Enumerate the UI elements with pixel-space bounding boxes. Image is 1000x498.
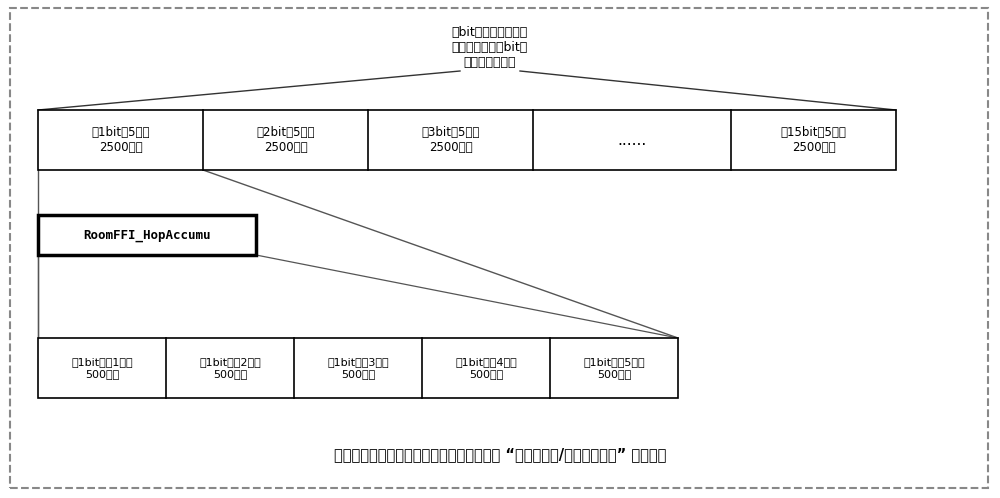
Text: 第1bit，5跳，
2500码片: 第1bit，5跳， 2500码片 bbox=[91, 126, 150, 154]
Text: 各bit内相非干积分结: 各bit内相非干积分结 bbox=[452, 26, 528, 39]
Text: 第15bit，5跳，
2500码片: 第15bit，5跳， 2500码片 bbox=[781, 126, 846, 154]
Text: 也是非相干积分: 也是非相干积分 bbox=[464, 56, 516, 69]
Bar bbox=[38, 110, 896, 170]
Text: 果直接相加，即bit间: 果直接相加，即bit间 bbox=[452, 41, 528, 54]
Text: 第1bit，第4跳，
500码片: 第1bit，第4跳， 500码片 bbox=[455, 357, 517, 379]
Text: 第2bit，5跳，
2500码片: 第2bit，5跳， 2500码片 bbox=[256, 126, 315, 154]
Text: 第1bit，第3跳，
500码片: 第1bit，第3跳， 500码片 bbox=[327, 357, 389, 379]
Text: 第1bit，第1跳，
500码片: 第1bit，第1跳， 500码片 bbox=[71, 357, 133, 379]
Text: 第1bit，第2跳，
500码片: 第1bit，第2跳， 500码片 bbox=[199, 357, 261, 379]
Bar bbox=[38, 338, 678, 398]
Text: RoomFFI_HopAccumu: RoomFFI_HopAccumu bbox=[83, 229, 211, 242]
Text: 第3bit，5跳，
2500码片: 第3bit，5跳， 2500码片 bbox=[421, 126, 480, 154]
Text: 第1bit，第5跳，
500码片: 第1bit，第5跳， 500码片 bbox=[583, 357, 645, 379]
Text: ......: ...... bbox=[617, 132, 647, 147]
Text: 引入多跳频域聚焦与合成傅里叶变换技术的 “比特内相干/比特间非相干” 捕获方案: 引入多跳频域聚焦与合成傅里叶变换技术的 “比特内相干/比特间非相干” 捕获方案 bbox=[334, 448, 666, 463]
Bar bbox=[38, 215, 256, 255]
